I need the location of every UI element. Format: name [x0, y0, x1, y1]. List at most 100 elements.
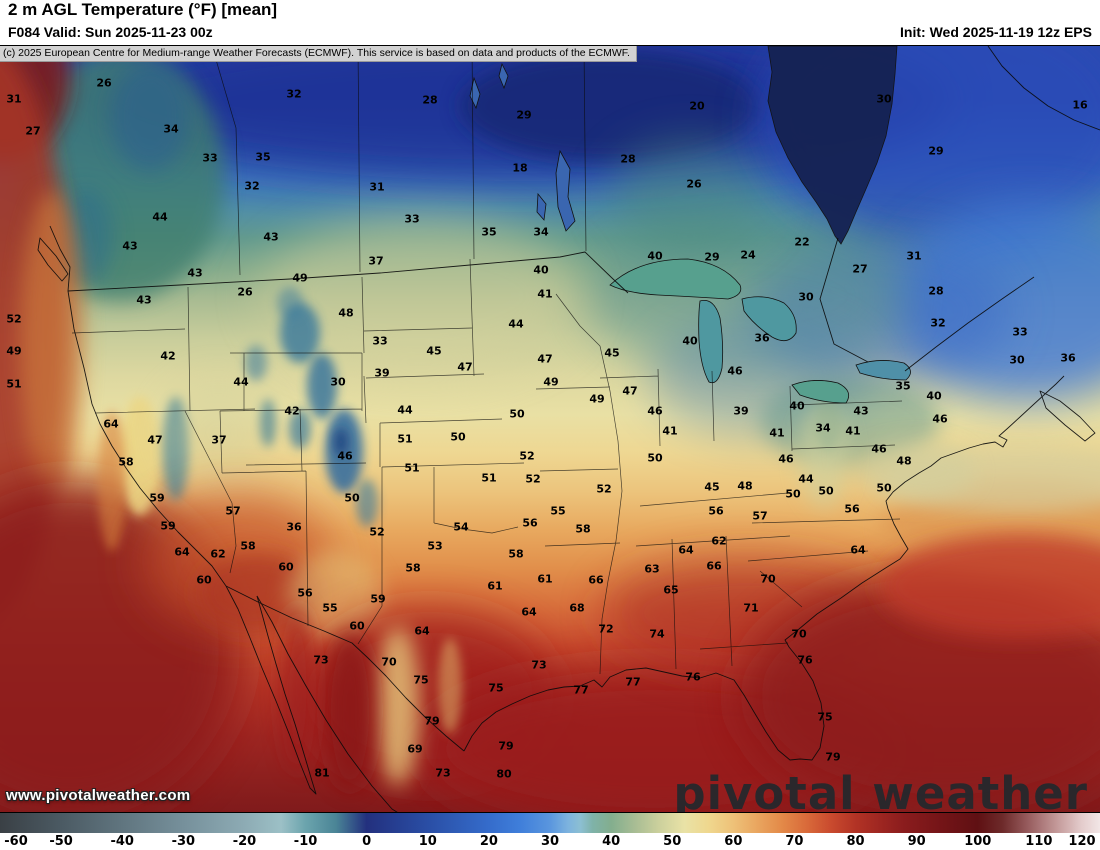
temp-value-label: 75 — [817, 710, 833, 724]
province-borders — [211, 46, 587, 276]
map-canvas: 31 27 26 34 33 35 32 32 31 28 29 18 28 20 26 33 35 34 30 29… — [0, 45, 1100, 813]
colorbar-tick-label: 10 — [418, 834, 437, 849]
temp-value-label: 30 — [798, 290, 814, 304]
colorbar-tick-label: -20 — [232, 834, 257, 849]
temp-value-label: 36 — [754, 331, 770, 345]
colorbar-tick-label: -50 — [49, 834, 73, 849]
init-time: Init: Wed 2025-11-19 12z EPS — [900, 24, 1092, 40]
colorbar-tick-label: 80 — [846, 834, 865, 849]
temp-value-label: 72 — [598, 622, 614, 636]
temp-value-label: 31 — [906, 249, 922, 263]
water-bodies-layer — [469, 46, 911, 404]
temp-value-label: 33 — [1012, 325, 1028, 339]
temp-value-label: 58 — [508, 547, 524, 561]
watermark-url: www.pivotalweather.com — [6, 787, 191, 804]
temp-value-label: 64 — [174, 545, 190, 559]
temp-value-label: 75 — [488, 681, 504, 695]
temp-value-label: 36 — [1060, 351, 1076, 365]
colorbar-tick-label: 120 — [1068, 834, 1096, 849]
temp-value-label: 34 — [815, 421, 831, 435]
temp-value-label: 29 — [516, 108, 532, 122]
temp-value-label: 53 — [427, 539, 443, 553]
temp-value-label: 64 — [521, 605, 537, 619]
colorbar-tick-label: 100 — [964, 834, 992, 849]
temp-value-label: 33 — [372, 334, 388, 348]
temp-value-label: 60 — [278, 560, 294, 574]
temp-value-label: 51 — [404, 461, 420, 475]
lake-ontario — [855, 360, 911, 381]
colorbar: -60 -50 -40 -30 -20 -10 0 10 20 30 40 50 60 70 80 90 100… — [0, 813, 1100, 850]
temp-value-label: 65 — [663, 583, 679, 597]
temp-value-label: 34 — [163, 122, 179, 136]
temp-value-label: 40 — [789, 399, 805, 413]
lake-winnipeg — [555, 149, 576, 232]
temp-value-label: 46 — [871, 442, 887, 456]
temp-value-label: 44 — [152, 210, 168, 224]
temp-value-label: 42 — [160, 349, 176, 363]
temp-value-label: 43 — [853, 404, 869, 418]
temp-value-label: 61 — [537, 572, 553, 586]
temp-value-label: 40 — [682, 334, 698, 348]
temp-value-label: 42 — [284, 404, 300, 418]
temp-value-label: 46 — [727, 364, 743, 378]
mexico-west-coast — [256, 595, 398, 812]
temp-value-label: 47 — [537, 352, 553, 366]
temp-value-label: 54 — [453, 520, 469, 534]
colorbar-tick-label: 50 — [663, 834, 682, 849]
temp-value-label: 79 — [498, 739, 514, 753]
temp-value-label: 29 — [928, 144, 944, 158]
temp-value-label: 57 — [225, 504, 241, 518]
temp-value-label: 50 — [450, 430, 466, 444]
state-borders — [71, 258, 903, 675]
labrador-coast — [987, 46, 1100, 131]
brand-logo: pivotal weather — [673, 767, 1088, 813]
temp-value-label: 71 — [743, 601, 759, 615]
temp-value-label: 64 — [850, 543, 866, 557]
temp-value-label: 34 — [533, 225, 549, 239]
temp-value-label: 52 — [6, 312, 22, 326]
temp-value-label: 70 — [791, 627, 807, 641]
temp-value-label: 31 — [6, 92, 22, 106]
temp-value-label: 33 — [404, 212, 420, 226]
temp-value-label: 48 — [737, 479, 753, 493]
temp-value-label: 28 — [422, 93, 438, 107]
temp-value-label: 40 — [926, 389, 942, 403]
temp-value-label: 62 — [210, 547, 226, 561]
temp-value-label: 43 — [122, 239, 138, 253]
temperature-labels-layer: 31 27 26 34 33 35 32 32 31 28 29 18 28 20 26 33 35 34 30 29… — [0, 46, 1100, 812]
header-bar: 2 m AGL Temperature (°F) [mean] F084 Val… — [0, 0, 1100, 45]
temp-value-label: 26 — [237, 285, 253, 299]
colorbar-ticks: -60 -50 -40 -30 -20 -10 0 10 20 30 40 50 60 70 80 90 100… — [0, 834, 1100, 850]
valid-time: F084 Valid: Sun 2025-11-23 00z — [8, 24, 213, 40]
temp-value-label: 59 — [370, 592, 386, 606]
temp-value-label: 70 — [760, 572, 776, 586]
temp-value-label: 50 — [647, 451, 663, 465]
temp-value-label: 37 — [368, 254, 384, 268]
temp-value-label: 69 — [407, 742, 423, 756]
temp-value-label: 30 — [876, 92, 892, 106]
colorbar-tick-label: -40 — [110, 834, 134, 849]
temp-value-label: 43 — [263, 230, 279, 244]
temp-value-label: 77 — [573, 683, 589, 697]
temp-value-label: 51 — [6, 377, 22, 391]
temp-value-label: 50 — [785, 487, 801, 501]
pacific-coastline — [49, 225, 227, 587]
temp-value-label: 77 — [625, 675, 641, 689]
colorbar-tick-label: 110 — [1025, 834, 1053, 849]
temp-value-label: 30 — [330, 375, 346, 389]
temp-value-label: 79 — [424, 714, 440, 728]
temp-value-label: 45 — [604, 346, 620, 360]
temp-value-label: 43 — [187, 266, 203, 280]
geography-borders-layer — [37, 46, 1100, 812]
temp-value-label: 28 — [620, 152, 636, 166]
temp-value-label: 56 — [708, 504, 724, 518]
temp-value-label: 64 — [678, 543, 694, 557]
temp-value-label: 50 — [876, 481, 892, 495]
temp-value-label: 79 — [825, 750, 841, 764]
temp-value-label: 44 — [798, 472, 814, 486]
colorbar-tick-label: 90 — [907, 834, 926, 849]
lake-huron — [741, 296, 797, 342]
gulf-atlantic-coastline — [463, 375, 1065, 761]
temp-value-label: 49 — [543, 375, 559, 389]
temp-value-label: 46 — [337, 449, 353, 463]
